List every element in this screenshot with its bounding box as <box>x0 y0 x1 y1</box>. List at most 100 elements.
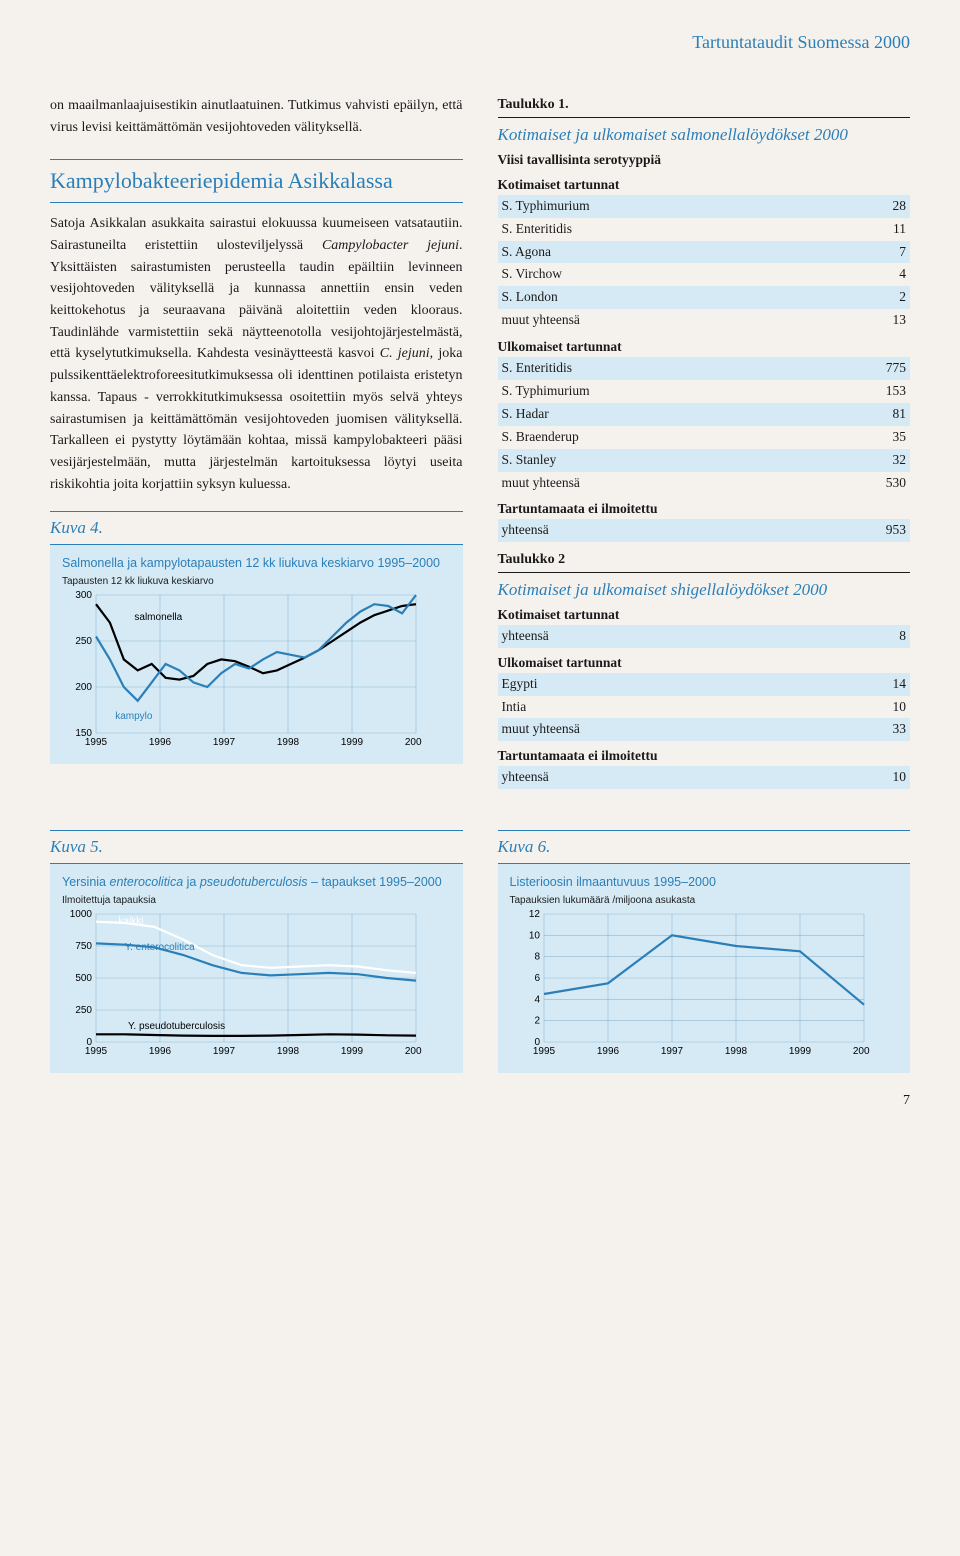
table-row: yhteensä8 <box>498 625 911 648</box>
table-row: muut yhteensä33 <box>498 718 911 741</box>
table-cell-value: 775 <box>850 357 910 380</box>
kuva6-chart: 024681012199519961997199819992000 <box>510 910 899 1067</box>
table-cell-label: S. London <box>498 286 851 309</box>
table-row: S. Enteritidis775 <box>498 357 911 380</box>
table-group-head: Tartuntamaata ei ilmoitettu <box>498 747 911 766</box>
table-row: S. Braenderup35 <box>498 426 911 449</box>
table-group-head: Kotimaiset tartunnat <box>498 176 911 195</box>
svg-text:1997: 1997 <box>213 1046 236 1057</box>
kuva6-label: Kuva 6. <box>498 830 911 864</box>
kuva4-chart: 150200250300199519961997199819992000salm… <box>62 591 451 758</box>
table-row: S. Hadar81 <box>498 403 911 426</box>
table-cell-label: muut yhteensä <box>498 472 851 495</box>
table-row: S. Enteritidis11 <box>498 218 911 241</box>
svg-text:1999: 1999 <box>341 1046 364 1057</box>
table-row: S. Typhimurium153 <box>498 380 911 403</box>
table-cell-label: yhteensä <box>498 519 851 542</box>
svg-text:250: 250 <box>75 636 92 647</box>
svg-text:kaikki: kaikki <box>118 916 143 927</box>
table-row: muut yhteensä13 <box>498 309 911 332</box>
kuva4-box: Salmonella ja kampylotapausten 12 kk liu… <box>50 545 463 764</box>
table-cell-value: 10 <box>850 696 910 719</box>
taulukko1-label: Taulukko 1. <box>498 95 911 118</box>
table-cell-label: Intia <box>498 696 851 719</box>
svg-text:6: 6 <box>534 973 540 984</box>
table-cell-label: yhteensä <box>498 625 851 648</box>
svg-text:2000: 2000 <box>405 1046 422 1057</box>
table-cell-label: S. Typhimurium <box>498 380 851 403</box>
table-cell-label: yhteensä <box>498 766 851 789</box>
data-table: S. Typhimurium28S. Enteritidis11S. Agona… <box>498 195 911 332</box>
taulukko2-label: Taulukko 2 <box>498 550 911 573</box>
table-row: S. Virchow4 <box>498 263 911 286</box>
table-cell-label: muut yhteensä <box>498 309 851 332</box>
table-cell-value: 81 <box>850 403 910 426</box>
taulukko1-subtitle: Viisi tavallisinta serotyyppiä <box>498 151 911 170</box>
kuva6-col: Kuva 6. Listerioosin ilmaantuvuus 1995–2… <box>498 814 911 1073</box>
taulukko1-body: Kotimaiset tartunnatS. Typhimurium28S. E… <box>498 176 911 542</box>
kuva5-box: Yersinia enterocolitica ja pseudotubercu… <box>50 864 463 1073</box>
kuva5-caption: Yersinia enterocolitica ja pseudotubercu… <box>62 874 451 890</box>
taulukko1-title: Kotimaiset ja ulkomaiset salmonellalöydö… <box>498 124 911 145</box>
kuva5-chart: 02505007501000199519961997199819992000ka… <box>62 910 451 1067</box>
table-cell-value: 4 <box>850 263 910 286</box>
data-table: yhteensä8 <box>498 625 911 648</box>
table-group-head: Ulkomaiset tartunnat <box>498 338 911 357</box>
table-cell-label: Egypti <box>498 673 851 696</box>
table-cell-value: 28 <box>850 195 910 218</box>
svg-text:1996: 1996 <box>149 737 172 748</box>
table-cell-value: 13 <box>850 309 910 332</box>
svg-text:1995: 1995 <box>532 1046 555 1057</box>
svg-text:salmonella: salmonella <box>134 612 182 623</box>
table-cell-value: 32 <box>850 449 910 472</box>
table-row: S. Typhimurium28 <box>498 195 911 218</box>
table-row: S. Agona7 <box>498 241 911 264</box>
table-cell-label: S. Virchow <box>498 263 851 286</box>
table-cell-label: S. Enteritidis <box>498 357 851 380</box>
table-cell-label: S. Enteritidis <box>498 218 851 241</box>
svg-text:1995: 1995 <box>85 1046 108 1057</box>
kuva5-col: Kuva 5. Yersinia enterocolitica ja pseud… <box>50 814 463 1073</box>
page-header: Tartuntataudit Suomessa 2000 <box>50 30 910 55</box>
table-row: muut yhteensä530 <box>498 472 911 495</box>
svg-text:2: 2 <box>534 1016 540 1027</box>
svg-text:4: 4 <box>534 995 540 1006</box>
taulukko2-title: Kotimaiset ja ulkomaiset shigellalöydöks… <box>498 579 911 600</box>
data-table: S. Enteritidis775S. Typhimurium153S. Had… <box>498 357 911 494</box>
table-group-head: Kotimaiset tartunnat <box>498 606 911 625</box>
right-column: Taulukko 1. Kotimaiset ja ulkomaiset sal… <box>498 95 911 789</box>
table-cell-value: 11 <box>850 218 910 241</box>
taulukko2-body: Kotimaiset tartunnatyhteensä8Ulkomaiset … <box>498 606 911 789</box>
svg-text:250: 250 <box>75 1005 92 1016</box>
svg-text:8: 8 <box>534 952 540 963</box>
table-cell-label: muut yhteensä <box>498 718 851 741</box>
svg-text:500: 500 <box>75 973 92 984</box>
svg-text:300: 300 <box>75 591 92 601</box>
svg-text:1996: 1996 <box>596 1046 619 1057</box>
left-column: on maailmanlaajuisestikin ainutlaatuinen… <box>50 95 463 789</box>
table-cell-value: 153 <box>850 380 910 403</box>
page-number: 7 <box>50 1091 910 1111</box>
kuva5-subcaption: Ilmoitettuja tapauksia <box>62 894 451 908</box>
svg-text:1997: 1997 <box>213 737 236 748</box>
section-heading: Kampylobakteeriepidemia Asikkalassa <box>50 159 463 204</box>
table-group-head: Tartuntamaata ei ilmoitettu <box>498 500 911 519</box>
svg-text:kampylo: kampylo <box>115 712 153 723</box>
table-cell-value: 35 <box>850 426 910 449</box>
kuva6-subcaption: Tapauksien lukumäärä /miljoona asukasta <box>510 894 899 908</box>
kuva6-caption: Listerioosin ilmaantuvuus 1995–2000 <box>510 874 899 890</box>
table-cell-value: 2 <box>850 286 910 309</box>
svg-text:1998: 1998 <box>277 737 300 748</box>
svg-text:12: 12 <box>528 910 540 920</box>
table-cell-value: 10 <box>850 766 910 789</box>
data-table: yhteensä10 <box>498 766 911 789</box>
intro-text: on maailmanlaajuisestikin ainutlaatuinen… <box>50 95 463 138</box>
kuva4-subcaption: Tapausten 12 kk liukuva keskiarvo <box>62 575 451 589</box>
svg-text:1999: 1999 <box>788 1046 811 1057</box>
table-cell-value: 14 <box>850 673 910 696</box>
kuva5-label: Kuva 5. <box>50 830 463 864</box>
svg-text:2000: 2000 <box>405 737 422 748</box>
svg-text:1996: 1996 <box>149 1046 172 1057</box>
table-cell-value: 8 <box>850 625 910 648</box>
table-row: Intia10 <box>498 696 911 719</box>
